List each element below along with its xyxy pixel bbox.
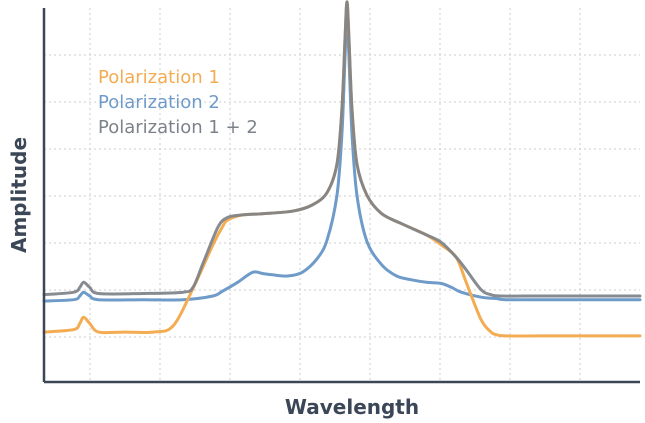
- legend-entry-polarization-2: Polarization 2: [98, 92, 220, 113]
- series-layer: [42, 0, 642, 338]
- series-line-polarization-1-2: [42, 0, 642, 298]
- y-axis-title: Amplitude: [7, 137, 31, 253]
- series-line-polarization-2: [42, 19, 642, 303]
- grid: [44, 8, 640, 382]
- legend-entry-polarization-1-plus-2: Polarization 1 + 2: [98, 117, 258, 138]
- series-line-polarization-1: [42, 0, 642, 338]
- legend: Polarization 1 Polarization 2 Polarizati…: [98, 67, 258, 138]
- legend-entry-polarization-1: Polarization 1: [98, 67, 220, 88]
- x-axis-title: Wavelength: [285, 395, 419, 419]
